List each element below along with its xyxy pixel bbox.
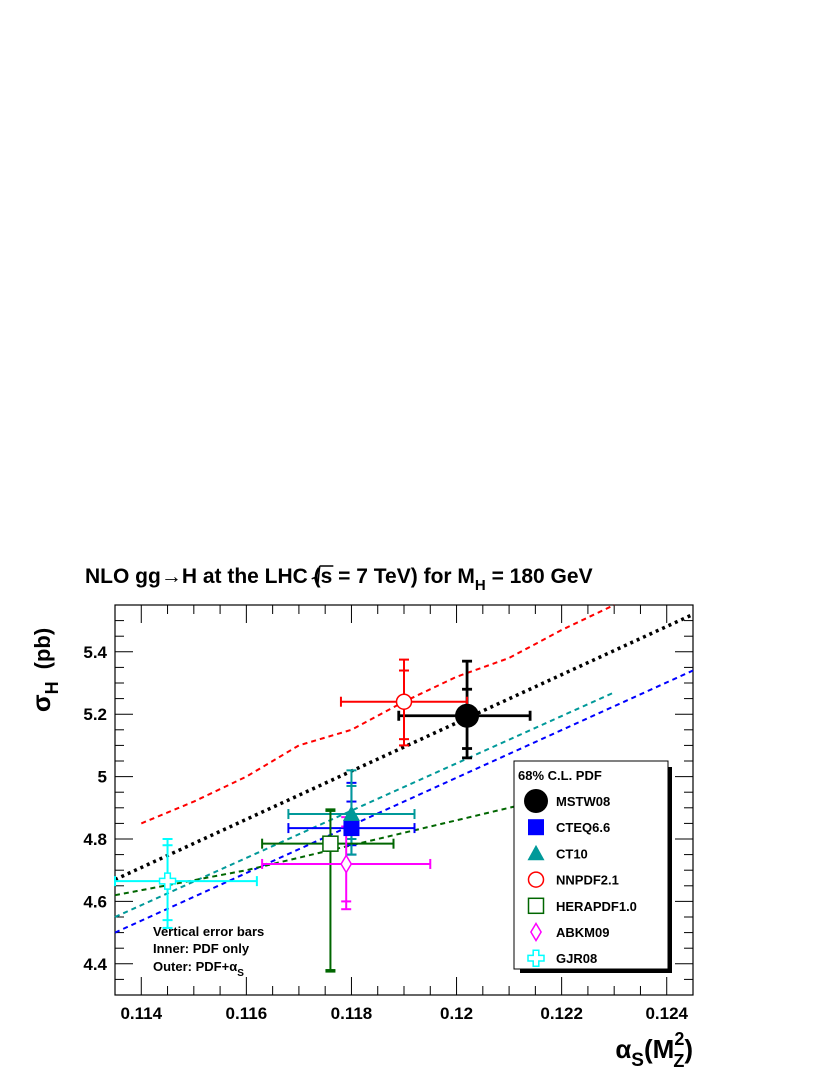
marker-ct10: [342, 805, 360, 821]
y-tick-label: 5.4: [83, 643, 107, 662]
legend-marker-nnpdf2-1: [527, 871, 545, 888]
y-tick-label: 5: [98, 768, 107, 787]
trend-curves: [114, 604, 694, 934]
axes: 0.114 0.116 0.118 0.12 0.122 0.124 4.4 4.6 4.8 5 5…: [83, 604, 694, 1023]
y-tick-label: 4.4: [83, 955, 107, 974]
y-tick-label: 4.6: [83, 892, 107, 911]
marker-nnpdf2-1: [395, 693, 413, 710]
legend-title: 68% C.L. PDF: [518, 768, 602, 783]
legend-entries: MSTW08 CTEQ6.6 CT10 NNPDF2.1 HERAPDF1.0 ABKM0…: [524, 789, 637, 967]
legend-label-ct10: CT10: [556, 846, 588, 861]
curve-cteq6-6: [114, 669, 694, 934]
legend-marker-ct10: [527, 844, 545, 861]
y-tick-label: 4.8: [83, 830, 107, 849]
x-tick-label: 0.124: [645, 1004, 688, 1023]
legend-label-herapdf1-0: HERAPDF1.0: [556, 899, 637, 914]
chart-title: NLO gg→H at the LHC (s = 7 TeV) for MH =…: [85, 565, 593, 594]
legend-label-gjr08: GJR08: [556, 951, 597, 966]
marker-cteq6-6: [343, 820, 360, 837]
legend: 68% C.L. PDF MSTW08 CTEQ6.6 CT10 NNPDF2.1 HE…: [513, 760, 672, 973]
sqrt-s: s: [321, 565, 333, 588]
y-axis-label: σH(pb): [26, 628, 62, 712]
note-line-3: Outer: PDF+αS: [153, 959, 244, 979]
legend-label-nnpdf2-1: NNPDF2.1: [556, 873, 619, 888]
x-tick-label: 0.122: [540, 1004, 583, 1023]
note-line-2: Inner: PDF only: [153, 941, 250, 956]
marker-mstw08: [455, 703, 480, 728]
y-tick-label: 5.2: [83, 705, 107, 724]
note-line-1: Vertical error bars: [153, 924, 264, 939]
sqrt-tick: [311, 565, 321, 587]
marker-gjr08: [158, 872, 177, 890]
x-tick-label: 0.114: [120, 1004, 162, 1023]
curve-mstw08: [114, 612, 694, 882]
x-tick-label: 0.12: [440, 1004, 473, 1023]
x-tick-label: 0.116: [226, 1004, 268, 1023]
data-markers: [158, 693, 480, 890]
x-axis-label: αS(M2 Z): [615, 1029, 693, 1071]
legend-label-mstw08: MSTW08: [556, 794, 610, 809]
legend-marker-cteq6-6: [528, 819, 544, 836]
legend-marker-abkm09: [530, 922, 542, 942]
legend-label-abkm09: ABKM09: [556, 925, 609, 940]
x-tick-label: 0.118: [331, 1004, 373, 1023]
marker-abkm09: [340, 854, 353, 874]
marker-herapdf1-0: [322, 835, 339, 852]
error-bar-note: Vertical error bars Inner: PDF only Oute…: [153, 924, 264, 979]
curve-nnpdf2-1: [140, 604, 615, 825]
legend-marker-gjr08: [527, 949, 545, 967]
legend-marker-herapdf1-0: [527, 897, 545, 915]
legend-label-cteq6-6: CTEQ6.6: [556, 820, 610, 835]
legend-marker-mstw08: [524, 789, 548, 813]
